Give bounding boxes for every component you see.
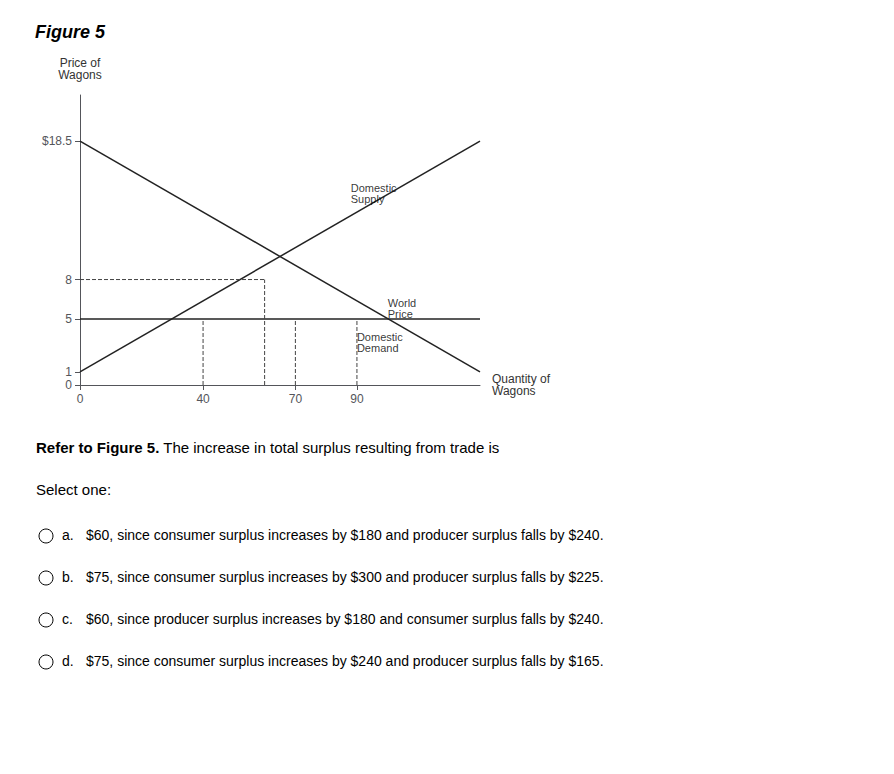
svg-text:1: 1 bbox=[65, 365, 72, 379]
svg-text:Wagons: Wagons bbox=[58, 68, 102, 82]
svg-text:Demand: Demand bbox=[357, 342, 399, 354]
svg-text:World: World bbox=[387, 297, 417, 309]
svg-text:0: 0 bbox=[77, 392, 84, 406]
svg-text:$75, since consumer surplus in: $75, since consumer surplus increases by… bbox=[86, 569, 604, 585]
svg-text:5: 5 bbox=[65, 312, 72, 326]
svg-text:Price: Price bbox=[388, 308, 413, 320]
svg-text:The increase in total surplus: The increase in total surplus resulting … bbox=[159, 439, 499, 456]
svg-text:b.: b. bbox=[62, 569, 74, 585]
svg-text:8: 8 bbox=[65, 273, 72, 287]
svg-text:d.: d. bbox=[62, 653, 74, 669]
svg-text:$75, since consumer surplus in: $75, since consumer surplus increases by… bbox=[86, 653, 604, 669]
svg-text:Wagons: Wagons bbox=[492, 384, 536, 398]
svg-text:c.: c. bbox=[62, 611, 73, 627]
svg-text:90: 90 bbox=[350, 392, 364, 406]
svg-text:40: 40 bbox=[196, 392, 210, 406]
svg-text:$60, since producer surplus in: $60, since producer surplus increases by… bbox=[86, 611, 604, 627]
svg-text:0: 0 bbox=[65, 378, 72, 392]
svg-text:Domestic: Domestic bbox=[356, 331, 403, 344]
svg-text:$60, since consumer surplus in: $60, since consumer surplus increases by… bbox=[86, 527, 604, 543]
svg-text:70: 70 bbox=[289, 392, 303, 406]
svg-text:a.: a. bbox=[62, 527, 74, 543]
svg-text:Domestic: Domestic bbox=[350, 182, 397, 195]
svg-text:Refer to Figure 5.: Refer to Figure 5. bbox=[36, 439, 159, 456]
svg-text:Supply: Supply bbox=[351, 193, 385, 205]
svg-text:Select one:: Select one: bbox=[36, 481, 111, 498]
svg-text:Quantity of: Quantity of bbox=[492, 372, 550, 386]
svg-text:Figure 5: Figure 5 bbox=[35, 22, 106, 42]
svg-text:$18.5: $18.5 bbox=[42, 134, 72, 148]
svg-text:Price of: Price of bbox=[59, 56, 101, 70]
